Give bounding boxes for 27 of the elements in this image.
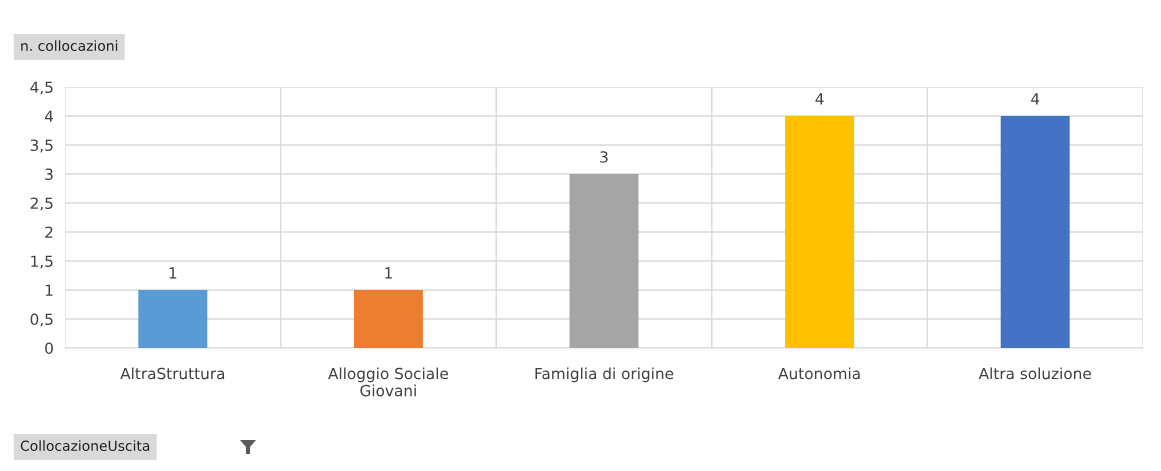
data-label: 1 <box>169 267 177 279</box>
x-tick-label: Autonomia <box>778 367 860 380</box>
y-tick-label: 0 <box>45 342 53 355</box>
y-tick-label: 3,5 <box>30 139 53 153</box>
y-tick-label: 4,5 <box>30 81 53 95</box>
bar <box>138 290 208 348</box>
y-tick-label: 4 <box>44 110 54 122</box>
x-tick-label: Alloggio Sociale Giovani <box>328 367 448 397</box>
y-tick-label: 1,5 <box>31 255 53 269</box>
data-label: 1 <box>385 267 392 279</box>
data-label: 4 <box>815 93 824 105</box>
y-tick-label: 2,5 <box>30 197 53 211</box>
text: CollocazioneUscita <box>20 440 150 452</box>
bar <box>785 116 855 348</box>
x-tick-label: AltraStruttura <box>120 367 225 380</box>
data-label: 4 <box>1031 93 1040 105</box>
bar <box>353 290 423 348</box>
bar <box>569 174 639 348</box>
y-axis-title: n. collocazioni <box>21 40 118 52</box>
bar <box>1000 116 1070 348</box>
y-tick-label: 3 <box>45 168 53 181</box>
x-tick-label: Altra soluzione <box>978 367 1091 380</box>
x-tick-label: Famiglia di origine <box>535 367 674 383</box>
y-tick-label: 2 <box>45 226 53 238</box>
data-label: 3 <box>600 151 608 163</box>
y-tick-label: 1 <box>45 284 53 296</box>
y-tick-label: 0,5 <box>30 313 53 327</box>
